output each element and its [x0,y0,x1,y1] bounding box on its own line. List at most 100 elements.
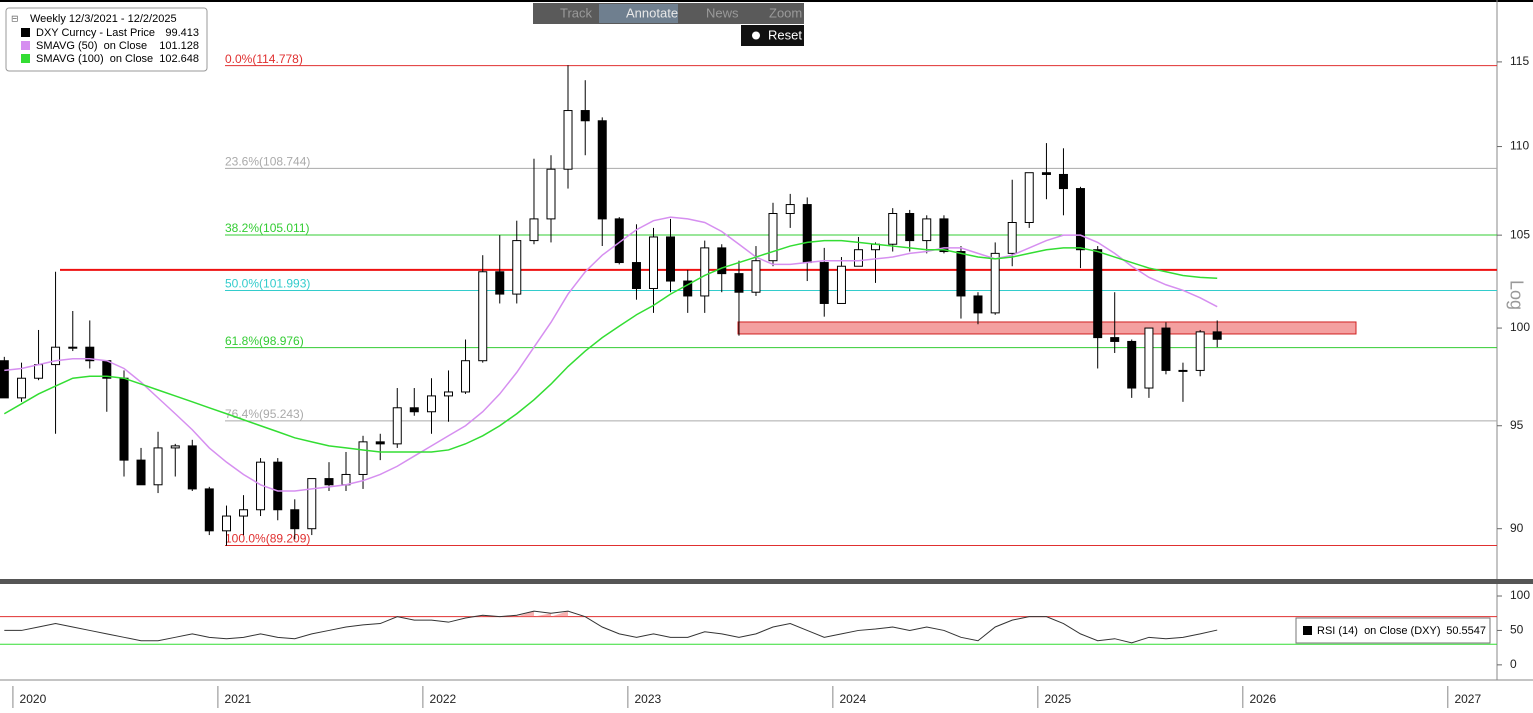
candle-body [307,478,317,530]
toolbar-button[interactable]: Track [560,5,593,20]
legend-entry: SMAVG (50) on Close [36,40,147,52]
candle-body [666,236,676,282]
candle-body [683,280,693,297]
legend-swatch [1303,626,1312,635]
candle-body [648,236,658,289]
candle-body [973,295,983,314]
y-tick-label: 105 [1510,227,1530,241]
legend-icon: ⊟ [11,13,19,23]
x-tick-label: 2025 [1044,692,1071,706]
candle-body [631,262,641,289]
candle-body [563,110,573,170]
candle-body [495,271,505,295]
candle-body [888,213,898,245]
candle-body [85,346,95,362]
candle-body [1075,188,1085,251]
toolbar-button[interactable]: Zoom [769,5,802,20]
candle-body [222,515,232,532]
rsi-y-tick-label: 100 [1510,588,1530,602]
candle-body [1093,249,1103,339]
candle-body [1178,369,1188,372]
candle-body [700,247,710,297]
candle-body [734,273,744,293]
legend-title: Weekly 12/3/2021 - 12/2/2025 [30,13,177,25]
panel-separator [0,579,1533,584]
candle-body [290,509,300,530]
rsi-y-tick-label: 0 [1510,657,1517,671]
fib-label: 100.0%(89.209) [225,532,310,546]
reset-icon [752,31,760,40]
legend-swatch [21,41,30,50]
candle-body [426,395,436,413]
candle-body [1127,340,1137,389]
legend-entry: SMAVG (100) on Close [36,53,153,65]
candle-body [768,213,778,262]
candle-body [1144,327,1154,389]
toolbar-button[interactable]: News [706,5,739,20]
legend-entry: DXY Curncy - Last Price [36,27,155,39]
reset-button[interactable] [741,25,804,46]
candle-body [751,260,761,293]
rsi-legend [1295,617,1491,644]
candle-body [529,218,539,242]
legend-entry: RSI (14) on Close (DXY) [1317,625,1440,637]
plot: 90 95 100 105 110 115 2020 2021 2022 2023 2024 2025… [0,52,1530,708]
candle-body [1195,331,1205,371]
sma-line [4,216,1218,492]
y-tick-label: 110 [1510,139,1529,153]
candle-body [1161,327,1171,371]
candle-body [1007,221,1017,254]
fib-label: 50.0%(101.993) [225,277,310,291]
rsi-overbought-fill [550,611,569,617]
candle-body [68,346,78,349]
candle-body [204,488,214,532]
x-tick-label: 2020 [20,692,47,706]
candle-body [392,407,402,445]
candle-body [853,249,863,267]
candle-body [580,110,590,122]
rsi-overbought-fill [533,613,551,617]
candle-body [819,262,829,304]
sma-line [3,239,1218,453]
candle-body [956,251,966,297]
candle-body [717,247,727,275]
y-tick-label: 95 [1510,418,1524,432]
candle-body [444,391,454,397]
candle-body [461,360,471,393]
y-tick-label: 115 [1510,54,1529,68]
rsi-line [4,610,1218,644]
candle-body [1212,331,1222,340]
toolbar-button[interactable]: Annotate [626,5,678,20]
candle-body [239,509,249,517]
support-zone [737,321,1357,335]
x-tick-label: 2022 [430,692,457,706]
candle-body [546,168,556,220]
candle-body [1058,173,1068,190]
candle-body [409,407,419,413]
candle-body [153,447,163,486]
candle-body [34,364,44,379]
legend-value: 50.5547 [1446,625,1486,637]
candle-body [187,445,197,490]
candle-body [375,441,385,445]
candle-body [905,213,915,242]
fib-label: 23.6%(108.744) [225,155,310,169]
reset-label[interactable]: Reset [768,27,802,42]
toolbar-buttons: Track Annotate News Zoom [560,5,802,20]
x-tick-label: 2023 [635,692,662,706]
legend-swatch [21,28,30,37]
candle-body [785,204,795,215]
candle-body [478,271,488,362]
candle-body [358,441,368,475]
legend-swatch [21,54,30,63]
candle-body [990,252,1000,314]
fib-label: 38.2%(105.011) [225,221,310,235]
candle-body [802,204,812,264]
y-tick-label: 100 [1510,320,1530,334]
candle-body [1110,337,1120,342]
candle-body [939,218,949,253]
axis-label: Log [1506,280,1526,310]
